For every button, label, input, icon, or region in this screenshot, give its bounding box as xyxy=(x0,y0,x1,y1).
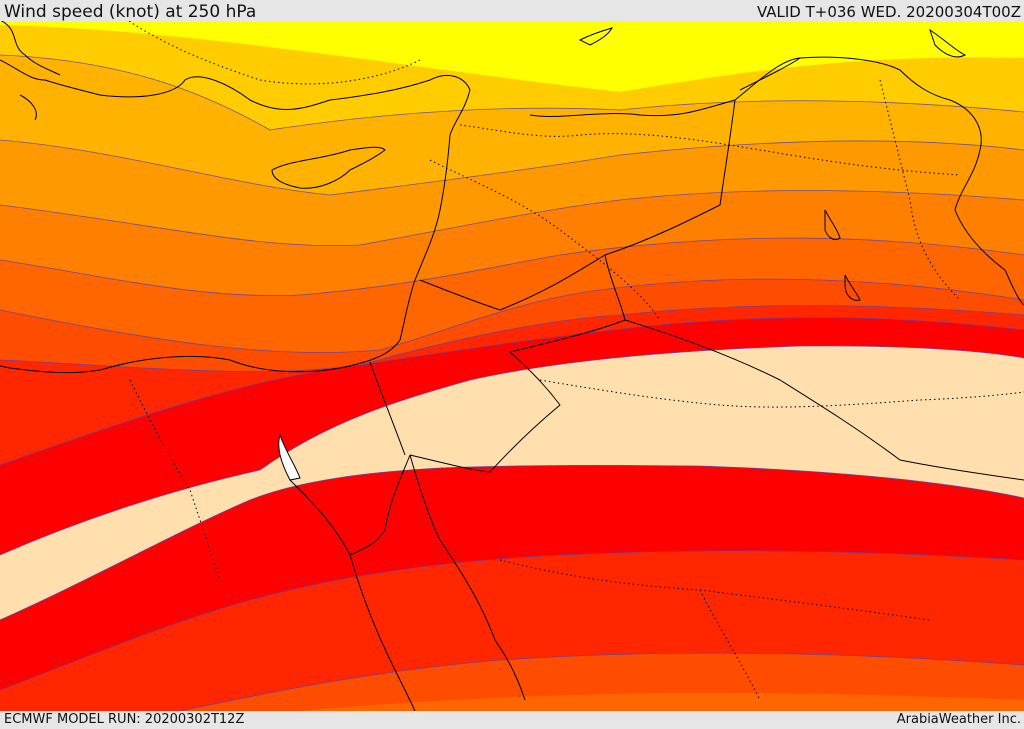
valid-time: VALID T+036 WED. 20200304T00Z xyxy=(756,3,1021,21)
wind-map[interactable] xyxy=(0,21,1024,711)
credit: ArabiaWeather Inc. xyxy=(896,712,1021,727)
national-borders xyxy=(369,57,1024,481)
coastlines xyxy=(0,21,1024,711)
model-run: ECMWF MODEL RUN: 20200302T12Z xyxy=(4,712,245,727)
jet-core xyxy=(0,345,1024,620)
contour-lines xyxy=(0,54,1024,711)
band-6-south xyxy=(300,692,1024,711)
footer-bar: ECMWF MODEL RUN: 20200302T12Z ArabiaWeat… xyxy=(0,711,1024,729)
wind-map-svg xyxy=(0,21,1024,711)
map-title: Wind speed (knot) at 250 hPa xyxy=(4,2,257,22)
header-bar: Wind speed (knot) at 250 hPa VALID T+036… xyxy=(0,0,1024,22)
borders xyxy=(128,21,1024,701)
